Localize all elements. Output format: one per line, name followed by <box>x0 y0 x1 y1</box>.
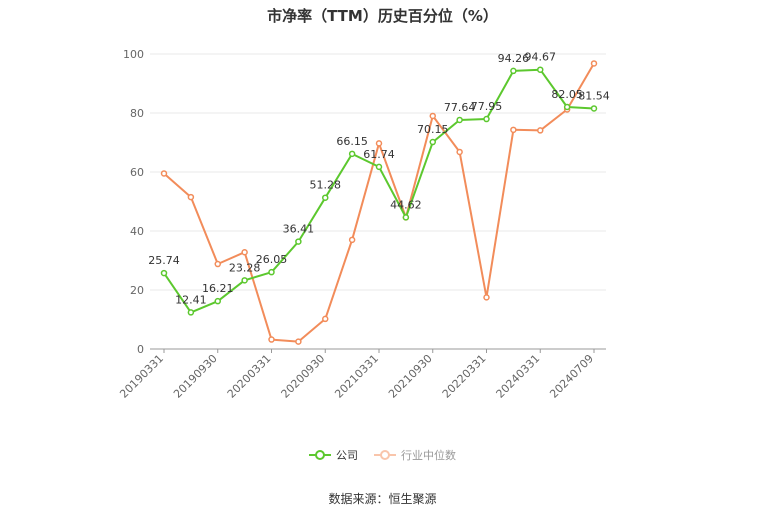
x-tick-label: 20200930 <box>279 352 328 401</box>
data-point-company <box>322 194 329 201</box>
data-label: 36.41 <box>283 223 315 236</box>
y-tick-label: 100 <box>123 48 144 61</box>
data-point-industry-median <box>348 236 356 244</box>
data-label: 12.41 <box>175 293 207 306</box>
data-point-industry-median <box>214 260 221 268</box>
data-point-company <box>456 116 463 124</box>
data-point-industry-median <box>537 127 544 134</box>
y-tick-label: 20 <box>130 284 144 297</box>
data-point-company <box>402 214 410 221</box>
chart-title: 市净率（TTM）历史百分位（%） <box>267 7 498 25</box>
data-point-company <box>375 163 383 171</box>
data-point-industry-median <box>429 112 436 120</box>
data-point-company <box>160 269 168 277</box>
data-label: 26.05 <box>256 253 288 266</box>
data-point-industry-median <box>268 336 275 343</box>
data-label: 61.74 <box>363 148 395 161</box>
data-point-industry-median <box>241 248 248 256</box>
data-point-company <box>187 309 195 316</box>
data-label: 25.74 <box>148 254 180 267</box>
data-label: 82.05 <box>551 88 583 101</box>
x-tick-label: 20210331 <box>332 352 381 401</box>
data-point-industry-median <box>456 148 463 156</box>
x-tick-label: 20200331 <box>225 352 274 401</box>
data-label: 81.54 <box>578 89 610 102</box>
data-point-company <box>214 297 221 305</box>
data-point-company <box>241 277 248 284</box>
data-point-company <box>268 268 275 276</box>
data-point-company <box>295 238 302 245</box>
data-point-company <box>429 138 436 146</box>
data-point-industry-median <box>590 60 598 67</box>
series-line-company <box>163 68 595 314</box>
y-tick-label: 40 <box>130 225 144 238</box>
x-tick-label: 20240331 <box>494 352 543 401</box>
data-point-industry-median <box>322 315 329 323</box>
data-point-industry-median <box>375 140 383 147</box>
data-point-industry-median <box>187 193 195 201</box>
series <box>160 60 598 345</box>
data-point-industry-median <box>160 170 168 177</box>
legend-label-industry-median: 行业中位数 <box>401 449 456 462</box>
data-label: 44.62 <box>390 198 422 211</box>
data-point-company <box>563 103 571 111</box>
series-line-industry-median <box>163 62 595 343</box>
data-point-company <box>483 115 490 123</box>
data-point-company <box>537 66 544 73</box>
data-point-company <box>348 150 356 158</box>
data-label: 51.28 <box>310 179 342 192</box>
y-tick-label: 80 <box>130 107 144 120</box>
y-tick-label: 60 <box>130 166 144 179</box>
data-label: 94.67 <box>525 51 557 64</box>
data-point-industry-median <box>510 126 517 134</box>
x-tick-label: 20220331 <box>440 352 489 401</box>
legend-item-company[interactable]: 公司 <box>309 447 358 463</box>
x-tick-label: 20240709 <box>547 352 596 401</box>
axes: 0 20 40 60 80 100 20190331 20190930 20200331 2020… <box>117 48 606 401</box>
data-label: 94.26 <box>498 52 530 65</box>
x-tick-label: 20190331 <box>117 352 166 401</box>
grid-lines <box>150 53 606 291</box>
legend-item-industry-median[interactable]: 行业中位数 <box>374 447 456 463</box>
x-tick-label: 20190930 <box>171 352 220 401</box>
data-source: 数据来源：恒生聚源 <box>328 492 437 506</box>
data-point-company <box>590 105 598 112</box>
legend-label-company: 公司 <box>336 449 358 462</box>
x-tick-label: 20210930 <box>386 352 435 401</box>
legend-company-marker-icon <box>309 450 331 460</box>
data-label: 77.95 <box>471 100 503 113</box>
data-label: 66.15 <box>336 135 368 148</box>
data-point-industry-median <box>295 338 302 345</box>
data-label: 77.64 <box>444 101 476 114</box>
data-label: 16.21 <box>202 282 234 295</box>
legend: 公司 行业中位数 <box>0 447 765 463</box>
data-label: 23.28 <box>229 261 261 274</box>
data-point-industry-median <box>483 294 490 301</box>
legend-industry-marker-icon <box>374 450 396 460</box>
y-tick-label: 0 <box>137 343 144 356</box>
data-point-company <box>510 67 517 75</box>
data-label: 70.15 <box>417 123 449 136</box>
